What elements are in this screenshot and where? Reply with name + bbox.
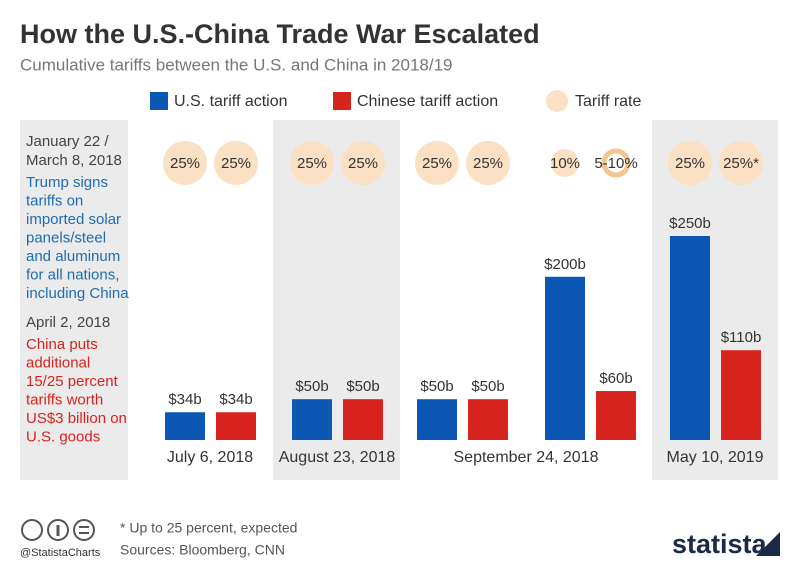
- legend-swatch: [150, 92, 168, 110]
- rate-label: 25%*: [723, 155, 759, 172]
- note: * Up to 25 percent, expected: [120, 520, 297, 536]
- x-tick-label: May 10, 2019: [667, 449, 764, 466]
- rate-label: 25%: [170, 155, 200, 172]
- bar: [670, 236, 710, 440]
- bar: [216, 412, 256, 440]
- annotation-text: tariffs on: [26, 192, 83, 209]
- legend-label: U.S. tariff action: [174, 93, 288, 110]
- bar: [596, 391, 636, 440]
- value-label: $250b: [669, 215, 711, 232]
- annotation-text: panels/steel: [26, 229, 106, 246]
- bar: [468, 399, 508, 440]
- bar: [292, 399, 332, 440]
- chart-title: How the U.S.-China Trade War Escalated: [20, 19, 540, 49]
- bar: [343, 399, 383, 440]
- chart-subtitle: Cumulative tariffs between the U.S. and …: [20, 55, 453, 74]
- credit: @StatistaCharts: [20, 547, 101, 559]
- annotation-date: April 2, 2018: [26, 314, 110, 331]
- rate-label: 25%: [422, 155, 452, 172]
- license-icons: [21, 519, 95, 541]
- annotation-text: tariffs worth: [26, 391, 103, 408]
- rate-bubble: [341, 141, 385, 185]
- x-tick-label: July 6, 2018: [167, 449, 253, 466]
- value-label: $50b: [471, 378, 504, 395]
- bar: [721, 350, 761, 440]
- rate-label: 25%: [675, 155, 705, 172]
- rate-label: 25%: [473, 155, 503, 172]
- x-tick-label: August 23, 2018: [279, 449, 396, 466]
- rate-bubble: [163, 141, 207, 185]
- rate-label: 10%: [550, 155, 580, 172]
- annotation-date: March 8, 2018: [26, 152, 122, 169]
- bar: [545, 276, 585, 440]
- brand-icon: [756, 532, 780, 556]
- rate-label: 25%: [221, 155, 251, 172]
- rate-bubble: [668, 141, 712, 185]
- rate-bubble: [551, 149, 579, 177]
- annotation-text: U.S. goods: [26, 428, 100, 445]
- legend-swatch: [333, 92, 351, 110]
- annotation-date: January 22 /: [26, 133, 109, 150]
- rate-bubble: [415, 141, 459, 185]
- value-label: $34b: [168, 391, 201, 408]
- annotation-text: additional: [26, 354, 90, 371]
- rate-bubble: [214, 141, 258, 185]
- annotation-text: Trump signs: [26, 174, 108, 191]
- rate-ring: [601, 148, 631, 178]
- annotation-text: for all nations,: [26, 266, 119, 283]
- bar: [417, 399, 457, 440]
- value-label: $200b: [544, 256, 586, 273]
- annotation-text: 15/25 percent: [26, 373, 119, 390]
- rate-bubble: [719, 141, 763, 185]
- value-label: $50b: [295, 378, 328, 395]
- value-label: $60b: [599, 370, 632, 387]
- rate-bubble: [290, 141, 334, 185]
- value-label: $50b: [420, 378, 453, 395]
- panel-background: [20, 120, 128, 480]
- value-label: $50b: [346, 378, 379, 395]
- annotation-text: China puts: [26, 336, 98, 353]
- rate-label: 5-10%: [594, 155, 637, 172]
- annotation-text: imported solar: [26, 211, 121, 228]
- brand: statista: [672, 529, 768, 559]
- x-tick-label: September 24, 2018: [454, 449, 599, 466]
- bar: [165, 412, 205, 440]
- annotation-text: and aluminum: [26, 248, 120, 265]
- rate-label: 25%: [297, 155, 327, 172]
- legend-label: Chinese tariff action: [357, 93, 498, 110]
- source: Sources: Bloomberg, CNN: [120, 542, 285, 558]
- annotation-text: US$3 billion on: [26, 410, 127, 427]
- value-label: $34b: [219, 391, 252, 408]
- legend-label: Tariff rate: [575, 93, 642, 110]
- rate-label: 25%: [348, 155, 378, 172]
- legend-swatch: [546, 90, 568, 112]
- value-label: $110b: [721, 329, 762, 346]
- rate-bubble: [466, 141, 510, 185]
- annotation-text: including China: [26, 285, 129, 302]
